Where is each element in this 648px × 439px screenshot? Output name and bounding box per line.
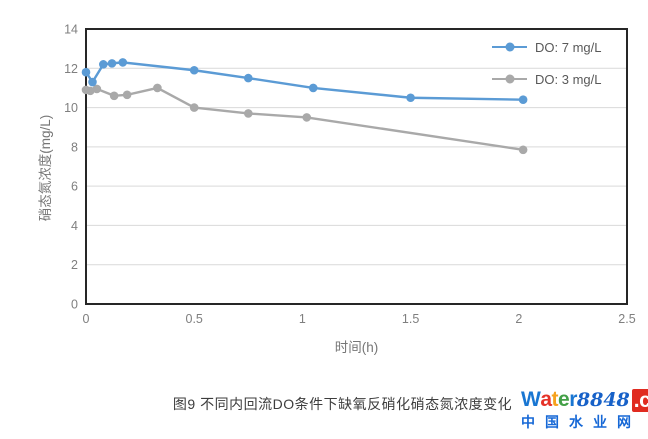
data-point xyxy=(518,95,528,105)
logo-letter: 8848 xyxy=(576,389,630,411)
data-point xyxy=(189,65,199,75)
logo-letter: t xyxy=(551,388,559,411)
data-point xyxy=(153,83,162,93)
x-axis-title: 时间(h) xyxy=(334,340,379,355)
data-point xyxy=(244,109,253,118)
x-tick-label: 0.5 xyxy=(186,312,203,326)
data-point xyxy=(118,58,128,67)
y-tick-label: 2 xyxy=(71,258,78,272)
figure-caption: 图9 不同内回流DO条件下缺氧反硝化硝态氮浓度变化 xyxy=(172,396,513,412)
x-tick-label: 1 xyxy=(299,312,306,326)
x-tick-label: 1.5 xyxy=(402,312,419,326)
data-point xyxy=(109,91,119,101)
legend-item-do3: DO: 3 mg/L xyxy=(492,68,601,90)
y-tick-label: 10 xyxy=(64,101,78,115)
data-point xyxy=(518,145,528,155)
legend-label: DO: 3 mg/L xyxy=(535,71,602,87)
logo-letter: r xyxy=(569,388,577,411)
legend: DO: 7 mg/L DO: 3 mg/L xyxy=(492,36,601,90)
legend-line-marker-icon xyxy=(492,74,527,84)
y-tick-label: 0 xyxy=(71,298,78,312)
y-tick-label: 12 xyxy=(64,62,78,76)
data-point xyxy=(107,59,117,68)
data-point xyxy=(189,103,199,112)
y-tick-label: 14 xyxy=(64,23,78,37)
legend-item-do7: DO: 7 mg/L xyxy=(492,36,601,58)
data-point xyxy=(308,83,318,93)
data-point xyxy=(99,60,108,69)
legend-label: DO: 7 mg/L xyxy=(535,39,602,55)
y-tick-label: 4 xyxy=(71,219,78,233)
data-point xyxy=(88,77,97,87)
logo-letter: a xyxy=(540,388,552,411)
data-point xyxy=(122,90,132,100)
logo-letter: e xyxy=(558,388,570,411)
y-axis-title: 硝态氮浓度(mg/L) xyxy=(38,114,53,222)
x-tick-label: 2 xyxy=(515,312,522,326)
logo-tagline: 中国水业网 xyxy=(521,414,641,430)
data-point xyxy=(92,84,102,94)
x-tick-label: 0 xyxy=(83,312,90,326)
legend-line-marker-icon xyxy=(492,42,527,52)
series-line xyxy=(84,61,524,101)
data-point xyxy=(81,67,91,77)
data-point xyxy=(86,86,95,96)
y-tick-label: 8 xyxy=(71,140,78,154)
data-point xyxy=(406,93,415,103)
y-tick-label: 6 xyxy=(71,180,78,194)
x-tick-label: 2.5 xyxy=(618,312,635,326)
logo-tld-badge: .com xyxy=(631,389,648,412)
plot-border xyxy=(85,28,628,305)
data-point xyxy=(244,73,253,83)
data-point xyxy=(302,113,312,122)
logo-letter: W xyxy=(521,388,541,411)
